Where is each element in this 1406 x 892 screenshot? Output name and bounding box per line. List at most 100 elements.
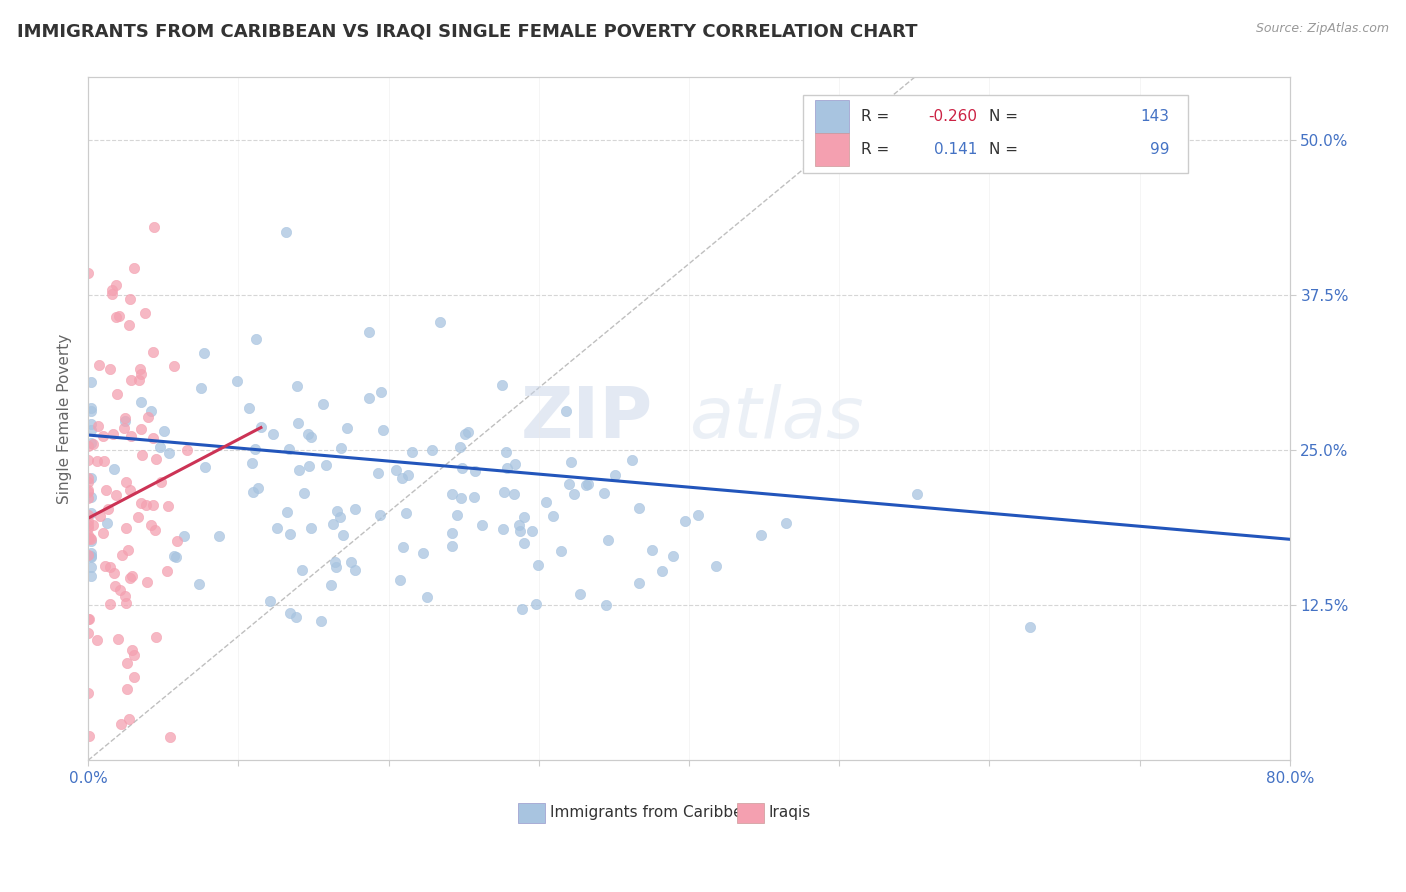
Point: [450, 491, 472, 505]
Point: [104, 488, 127, 502]
Point: [603, 468, 626, 483]
Point: [193, 346, 215, 360]
Point: [176, 442, 198, 457]
Point: [77, 626, 100, 640]
FancyBboxPatch shape: [815, 100, 849, 133]
Point: [510, 602, 533, 616]
Point: [495, 444, 517, 458]
Point: [157, 500, 180, 514]
Point: [77, 518, 100, 533]
Point: [520, 524, 543, 538]
Point: [225, 374, 247, 388]
Point: [392, 541, 415, 555]
Point: [145, 630, 167, 644]
Point: [118, 571, 141, 585]
Point: [441, 539, 464, 553]
Point: [115, 656, 138, 670]
Point: [323, 555, 346, 569]
Point: [89, 509, 111, 524]
Text: IMMIGRANTS FROM CARIBBEAN VS IRAQI SINGLE FEMALE POVERTY CORRELATION CHART: IMMIGRANTS FROM CARIBBEAN VS IRAQI SINGL…: [17, 22, 917, 40]
Point: [163, 359, 186, 373]
Point: [104, 579, 127, 593]
Point: [77, 508, 100, 522]
Point: [134, 306, 156, 320]
Point: [775, 516, 797, 530]
Point: [80, 546, 103, 560]
Point: [80, 506, 103, 520]
Point: [288, 463, 311, 477]
Point: [159, 730, 181, 744]
Point: [309, 614, 332, 628]
Point: [112, 421, 135, 435]
Point: [491, 378, 513, 392]
Text: -0.260: -0.260: [928, 109, 977, 124]
Point: [340, 556, 363, 570]
Point: [120, 373, 142, 387]
Point: [208, 529, 231, 543]
Point: [135, 498, 157, 512]
Point: [101, 426, 124, 441]
Point: [80, 436, 103, 450]
Point: [454, 427, 477, 442]
Point: [524, 597, 547, 611]
Point: [117, 712, 139, 726]
Point: [136, 409, 159, 424]
Text: Source: ZipAtlas.com: Source: ZipAtlas.com: [1256, 22, 1389, 36]
Point: [388, 573, 411, 587]
Point: [593, 485, 616, 500]
Point: [704, 558, 727, 573]
Point: [142, 499, 165, 513]
Point: [240, 456, 263, 470]
Point: [394, 507, 416, 521]
Point: [299, 430, 322, 444]
Point: [278, 526, 301, 541]
Point: [194, 459, 217, 474]
Point: [449, 440, 471, 454]
Point: [128, 373, 150, 387]
Point: [344, 501, 367, 516]
Point: [80, 417, 103, 431]
Point: [385, 463, 408, 477]
Point: [451, 460, 474, 475]
Point: [79, 729, 101, 743]
Point: [156, 564, 179, 578]
Point: [115, 681, 138, 696]
Point: [91, 526, 114, 541]
Point: [259, 594, 281, 608]
Point: [87, 418, 110, 433]
FancyBboxPatch shape: [803, 95, 1188, 173]
Text: 143: 143: [1140, 109, 1170, 124]
Point: [336, 421, 359, 435]
Point: [77, 533, 100, 547]
Point: [492, 522, 515, 536]
Point: [122, 648, 145, 663]
Text: 99: 99: [1150, 142, 1170, 157]
Point: [495, 460, 517, 475]
Point: [329, 441, 352, 455]
Point: [621, 452, 644, 467]
Point: [247, 481, 270, 495]
Point: [120, 292, 142, 306]
Point: [115, 596, 138, 610]
Text: R =: R =: [860, 109, 889, 124]
Text: atlas: atlas: [689, 384, 863, 453]
Point: [238, 401, 260, 415]
Point: [651, 564, 673, 578]
Point: [359, 392, 381, 406]
Point: [166, 533, 188, 548]
Point: [77, 452, 100, 467]
Point: [440, 526, 463, 541]
Point: [420, 443, 443, 458]
Point: [122, 671, 145, 685]
Point: [94, 483, 117, 498]
Text: 0.141: 0.141: [934, 142, 977, 157]
Point: [111, 548, 134, 562]
Point: [80, 560, 103, 574]
Point: [121, 643, 143, 657]
Point: [503, 457, 526, 471]
Point: [262, 426, 284, 441]
Point: [370, 385, 392, 400]
Point: [560, 455, 582, 469]
Point: [105, 277, 128, 292]
Text: Iraqis: Iraqis: [768, 805, 811, 821]
